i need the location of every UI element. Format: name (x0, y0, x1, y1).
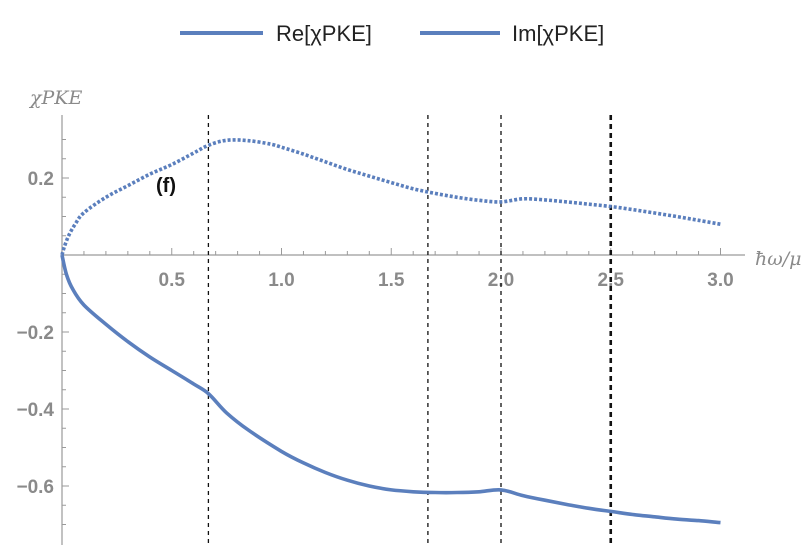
x-tick-label: 2.0 (488, 270, 514, 291)
legend-label-re: Re[χPKE] (276, 21, 372, 46)
y-tick-label: −0.4 (16, 400, 54, 421)
x-axis-label: ħω/μ (755, 248, 801, 270)
vertical-reference-lines (207, 115, 613, 545)
x-tick-label: 3.0 (707, 270, 733, 291)
x-tick-label: 0.5 (159, 270, 186, 291)
panel-annotation: (f) (156, 175, 176, 197)
legend: Re[χPKE] Im[χPKE] (180, 21, 604, 46)
y-ticks: 0.2 −0.2 −0.4 −0.6 (16, 139, 69, 525)
axes: 0.5 1.0 1.5 2.0 2.5 3.0 0.2−0.2−0.4−0.6 (16, 115, 745, 545)
y-tick-label: −0.2 (16, 323, 54, 344)
series-re-line (60, 254, 721, 525)
series-im-line (60, 138, 721, 256)
legend-label-im: Im[χPKE] (512, 21, 604, 46)
x-tick-label: 1.0 (268, 270, 294, 291)
series-layer (60, 138, 721, 525)
y-axis-label: χPKE (28, 87, 82, 109)
y-tick-label: −0.6 (16, 477, 54, 498)
x-tick-label: 1.5 (378, 270, 405, 291)
y-tick-label: 0.2 (28, 169, 54, 190)
